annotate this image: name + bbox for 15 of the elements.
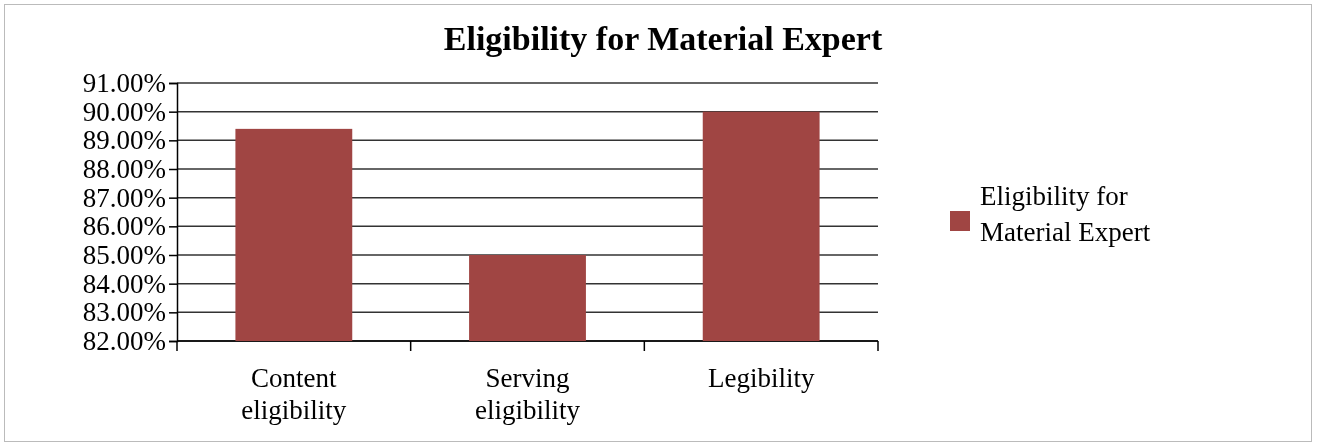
y-tick-label: 87.00% (82, 182, 166, 213)
y-tick-label: 89.00% (82, 125, 166, 156)
y-tick-label: 85.00% (82, 240, 166, 271)
y-tick-label: 84.00% (82, 268, 166, 299)
y-tick-label: 88.00% (82, 154, 166, 185)
y-tick-label: 82.00% (82, 326, 166, 357)
y-tick-label: 86.00% (82, 211, 166, 242)
legend-label: Eligibility for Material Expert (980, 181, 1151, 247)
x-tick-label: Legibility (707, 363, 815, 393)
y-tick-label: 91.00% (82, 68, 166, 99)
chart-title: Eligibility for Material Expert (443, 20, 883, 57)
y-tick-label: 83.00% (82, 297, 166, 328)
y-tick-label: 90.00% (82, 96, 166, 127)
x-tick-label: Content eligibility (241, 363, 347, 425)
x-tick-label: Serving eligibility (475, 363, 581, 425)
